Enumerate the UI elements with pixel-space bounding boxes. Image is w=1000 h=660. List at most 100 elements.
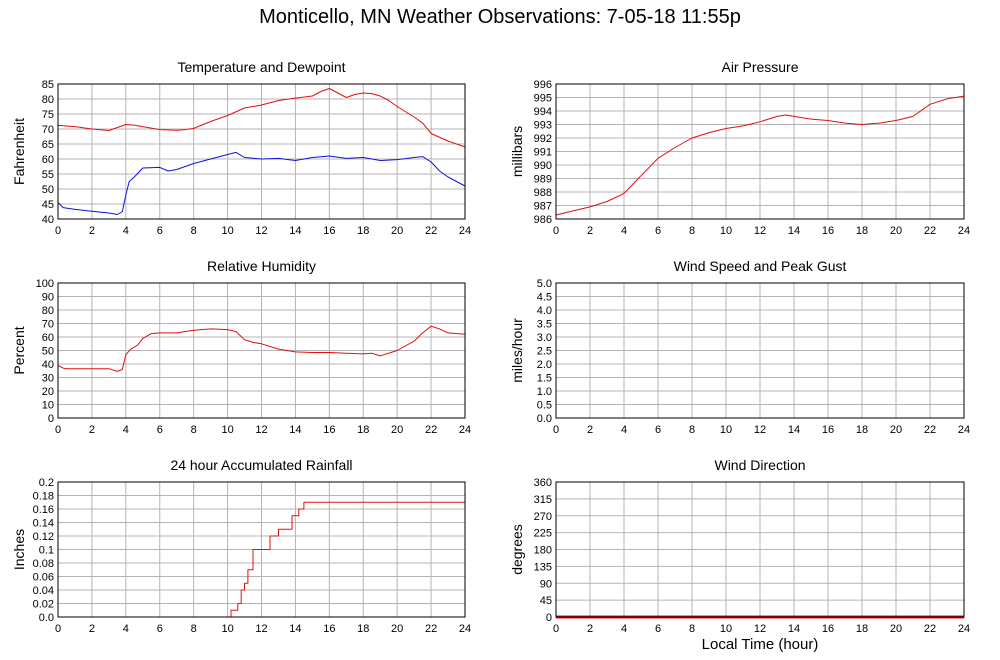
x-tick-label: 24 [459,424,471,436]
x-tick-label: 0 [553,623,559,635]
y-tick-label: 2.0 [537,359,552,371]
chart-title: Air Pressure [721,59,798,75]
x-tick-label: 0 [55,623,61,635]
y-tick-label: 0.5 [537,400,552,412]
x-tick-label: 4 [621,225,627,237]
y-tick-label: 45 [42,199,54,211]
x-tick-label: 16 [822,424,834,436]
x-tick-label: 12 [255,424,267,436]
y-tick-label: 3.0 [537,332,552,344]
y-tick-label: 988 [534,187,552,199]
x-tick-label: 0 [553,225,559,237]
x-tick-label: 18 [856,623,868,635]
x-tick-label: 16 [323,225,335,237]
x-tick-label: 18 [856,424,868,436]
y-axis-label: Fahrenheit [11,118,27,185]
y-tick-label: 0.02 [33,599,54,611]
footer-xaxis-label: Local Time (hour) [701,636,819,653]
chart-winddir: Wind Directiondegrees0459013518022527031… [509,457,970,635]
y-axis-label: millibars [509,126,525,177]
y-tick-label: 0.06 [33,572,54,584]
y-tick-label: 0.16 [33,504,54,516]
x-tick-label: 14 [289,424,301,436]
x-tick-label: 0 [55,225,61,237]
y-axis-label: miles/hour [509,318,525,383]
y-tick-label: 4.0 [537,305,552,317]
x-tick-label: 20 [391,623,403,635]
x-tick-label: 18 [856,225,868,237]
y-tick-label: 90 [540,578,552,590]
x-tick-label: 0 [553,424,559,436]
x-tick-label: 4 [123,225,129,237]
y-tick-label: 986 [534,214,552,226]
y-tick-label: 75 [42,109,54,121]
y-tick-label: 992 [534,133,552,145]
x-tick-label: 18 [357,424,369,436]
series-line-rain-0 [58,501,465,618]
x-tick-label: 12 [255,225,267,237]
x-tick-label: 22 [924,424,936,436]
y-tick-label: 993 [534,120,552,132]
x-tick-label: 0 [55,424,61,436]
x-tick-label: 12 [754,623,766,635]
y-tick-label: 45 [540,595,552,607]
x-tick-label: 8 [689,623,695,635]
x-tick-label: 6 [655,225,661,237]
y-tick-label: 1.5 [537,373,552,385]
y-tick-label: 10 [42,400,54,412]
x-tick-label: 18 [357,623,369,635]
y-tick-label: 0 [546,612,552,624]
y-tick-label: 65 [42,139,54,151]
x-tick-label: 22 [425,424,437,436]
x-tick-label: 14 [289,225,301,237]
x-tick-label: 24 [958,225,970,237]
x-tick-label: 6 [157,623,163,635]
x-tick-label: 10 [720,623,732,635]
series-line-temp-0 [57,88,466,148]
y-tick-label: 90 [42,292,54,304]
y-tick-label: 0.2 [39,477,54,489]
chart-title: Relative Humidity [207,258,316,274]
x-tick-label: 2 [587,623,593,635]
x-tick-label: 8 [191,225,197,237]
plot-frame [57,481,466,618]
x-tick-label: 10 [221,225,233,237]
x-tick-label: 14 [289,623,301,635]
x-tick-label: 2 [587,225,593,237]
x-tick-label: 24 [459,623,471,635]
x-tick-label: 18 [357,225,369,237]
x-tick-label: 24 [958,623,970,635]
x-tick-label: 14 [788,424,800,436]
y-tick-label: 0 [48,413,54,425]
y-tick-label: 80 [42,305,54,317]
y-tick-label: 60 [42,154,54,166]
y-tick-label: 100 [36,278,54,290]
y-tick-label: 0.14 [33,518,54,530]
y-tick-label: 70 [42,319,54,331]
y-tick-label: 20 [42,386,54,398]
x-tick-label: 2 [89,623,95,635]
plot-frame [555,481,965,618]
chart-humidity: Relative HumidityPercent0102030405060708… [11,258,471,436]
x-tick-label: 22 [924,623,936,635]
y-tick-label: 3.5 [537,319,552,331]
y-tick-label: 990 [534,160,552,172]
chart-temp: Temperature and DewpointFahrenheit404550… [11,59,471,237]
x-tick-label: 16 [822,623,834,635]
y-tick-label: 60 [42,332,54,344]
x-tick-label: 10 [720,424,732,436]
x-tick-label: 16 [323,623,335,635]
y-tick-label: 0.1 [39,545,54,557]
y-tick-label: 0.08 [33,558,54,570]
x-tick-label: 2 [89,225,95,237]
plot-frame [57,282,466,419]
y-tick-label: 40 [42,214,54,226]
plot-frame [555,282,965,419]
x-tick-label: 10 [221,623,233,635]
y-tick-label: 225 [534,528,552,540]
x-tick-label: 20 [890,225,902,237]
chart-title: Temperature and Dewpoint [177,59,345,75]
y-tick-label: 315 [534,494,552,506]
